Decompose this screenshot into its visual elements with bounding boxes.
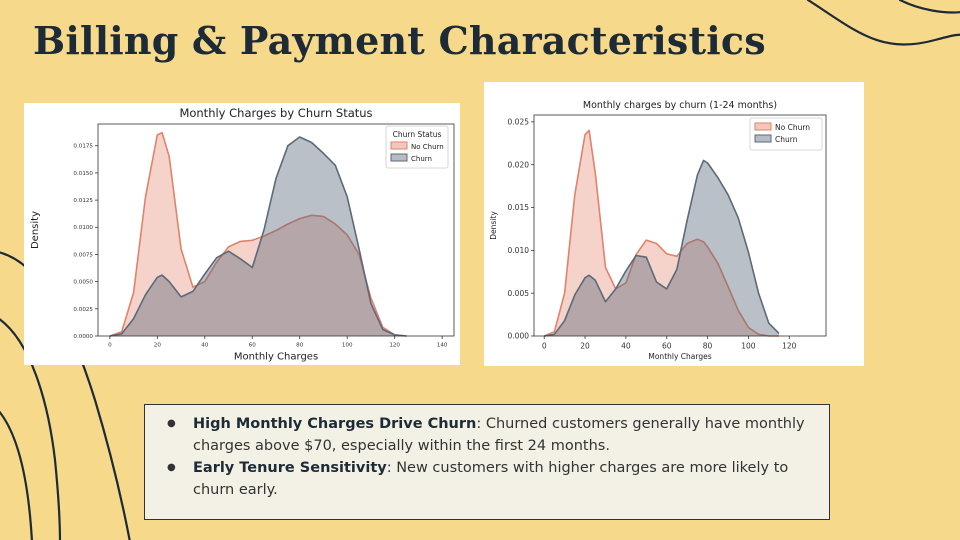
y-tick-label: 0.0000 (73, 334, 93, 340)
legend: Churn Status No Churn Churn (385, 125, 449, 169)
density-line-no-churn (543, 129, 779, 337)
y-tick-label: 0.0125 (73, 198, 93, 204)
y-tick-label: 0.0175 (73, 144, 93, 150)
slide-title: Billing & Payment Characteristics (33, 18, 766, 63)
plot-frame (533, 114, 827, 337)
density-area-churn (544, 160, 779, 336)
density-line-no-churn (109, 131, 407, 337)
x-tick-label: 20 (154, 343, 162, 349)
legend-swatch-no-churn (390, 141, 408, 150)
legend-swatch-no-churn (754, 122, 772, 131)
legend-title: Churn Status (393, 130, 442, 139)
y-tick-label: 0.020 (508, 160, 530, 169)
density-line-churn (544, 159, 780, 337)
y-tick-label: 0.0150 (73, 171, 93, 177)
x-tick-label: 80 (296, 343, 304, 349)
x-tick-label: 120 (782, 342, 797, 351)
x-axis-label: Monthly Charges (648, 352, 711, 361)
y-tick-label: 0.0100 (73, 225, 93, 231)
legend-swatch-churn (390, 153, 408, 162)
y-tick-label: 0.0050 (73, 280, 93, 286)
x-tick-label: 40 (201, 343, 209, 349)
legend-box (385, 125, 449, 169)
x-tick-label: 0 (542, 342, 547, 351)
x-tick-label: 80 (703, 342, 713, 351)
insight-heading: Early Tenure Sensitivity (193, 460, 387, 476)
legend: No Churn Churn (749, 117, 823, 151)
x-tick-label: 100 (342, 343, 353, 349)
x-tick-label: 60 (662, 342, 672, 351)
y-axis-label: Density (30, 211, 41, 249)
x-tick-label: 20 (580, 342, 590, 351)
insights-list: High Monthly Charges Drive Churn: Churne… (145, 405, 829, 501)
x-tick-label: 100 (741, 342, 756, 351)
insight-text: : New customers with higher charges are … (193, 460, 789, 498)
legend-entry: Churn (775, 135, 798, 144)
x-tick-label: 140 (437, 343, 448, 349)
y-tick-label: 0.010 (508, 246, 530, 255)
chart-panel-early-tenure: Monthly charges by churn (1-24 months) 0 2… (484, 82, 864, 366)
chart-monthly-charges-by-churn-status: Monthly Charges by Churn Status 0 20 40 60 80… (30, 106, 455, 363)
legend-entry: No Churn (775, 123, 810, 132)
insight-item: High Monthly Charges Drive Churn: Churne… (167, 413, 817, 457)
insight-heading: High Monthly Charges Drive Churn (193, 416, 477, 432)
legend-swatch-churn (754, 134, 772, 143)
x-tick-label: 40 (621, 342, 631, 351)
density-area-churn (109, 137, 407, 336)
y-tick-label: 0.0075 (73, 252, 93, 258)
x-axis-label: Monthly Charges (234, 352, 318, 363)
legend-entry: No Churn (411, 143, 444, 151)
y-axis-label: Density (489, 211, 498, 240)
chart-monthly-charges-1-24-months: Monthly charges by churn (1-24 months) 0 2… (489, 100, 827, 361)
x-tick-label: 60 (249, 343, 257, 349)
legend-entry: Churn (411, 155, 432, 163)
insight-text: : Churned customers generally have month… (193, 416, 805, 454)
insight-item: Early Tenure Sensitivity: New customers … (167, 457, 817, 501)
insights-box: High Monthly Charges Drive Churn: Churne… (144, 404, 830, 520)
top-right-curve-upper (898, 0, 960, 14)
density-area-no-churn (544, 130, 779, 336)
x-tick-label: 0 (108, 343, 112, 349)
y-tick-label: 0.000 (508, 332, 530, 341)
y-tick-label: 0.025 (508, 117, 530, 126)
chart-title: Monthly Charges by Churn Status (179, 106, 372, 120)
plot-frame (97, 123, 455, 337)
y-tick-label: 0.0025 (73, 307, 93, 313)
top-right-curve (806, 0, 960, 46)
x-tick-label: 120 (389, 343, 400, 349)
density-line-churn (109, 136, 407, 337)
chart-title: Monthly charges by churn (1-24 months) (583, 100, 777, 111)
left-curve-b (0, 318, 62, 540)
y-tick-label: 0.015 (508, 203, 530, 212)
chart-panel-overall: Monthly Charges by Churn Status 0 20 40 60 80… (24, 103, 460, 365)
density-area-no-churn (109, 132, 407, 336)
left-curve-c (0, 410, 33, 540)
y-tick-label: 0.005 (508, 289, 530, 298)
